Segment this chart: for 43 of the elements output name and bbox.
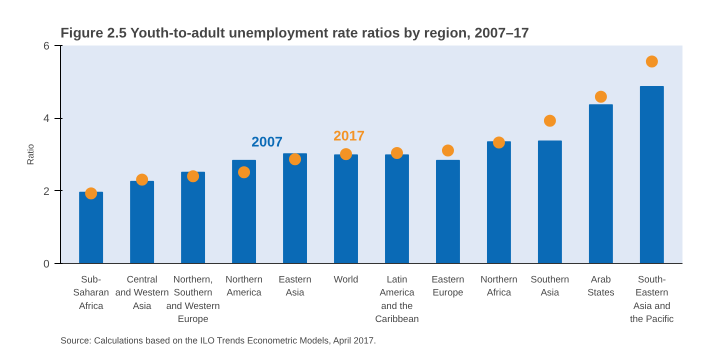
point xyxy=(289,153,302,166)
x-tick-label: Southern Asia xyxy=(530,274,570,299)
x-tick-label: Northern Africa xyxy=(480,274,518,299)
bar xyxy=(640,86,664,264)
bar xyxy=(385,154,409,264)
point xyxy=(238,166,250,178)
point xyxy=(442,144,454,156)
x-tick-label: Sub- Saharan Africa xyxy=(73,274,110,312)
bar xyxy=(588,104,613,264)
bar xyxy=(181,172,206,264)
point xyxy=(544,114,556,127)
series-label: 2017 xyxy=(334,127,365,144)
x-tick-label: Eastern Asia xyxy=(278,274,312,299)
point xyxy=(594,90,607,103)
bar xyxy=(538,140,562,264)
bar xyxy=(436,160,460,264)
y-axis-title: Ratio xyxy=(25,144,36,166)
point xyxy=(85,187,98,200)
x-tick-label: Northern America xyxy=(226,274,263,299)
bar xyxy=(486,141,511,264)
point xyxy=(136,174,148,186)
x-tick-label: Eastern Europe xyxy=(432,274,464,299)
chart-title: Figure 2.5 Youth-to-adult unemployment rate ratios by region, 2007–17 xyxy=(60,24,530,40)
point xyxy=(492,136,505,148)
y-tick-label: 4 xyxy=(43,113,50,126)
bar xyxy=(283,153,307,264)
point xyxy=(390,147,403,160)
point xyxy=(187,170,200,182)
bar xyxy=(334,154,358,264)
x-tick-label: Latin America and the Caribbean xyxy=(375,274,419,326)
y-tick-label: 0 xyxy=(43,258,50,270)
y-tick-label: 2 xyxy=(43,186,50,198)
point xyxy=(646,56,658,68)
bar xyxy=(130,180,154,264)
x-tick-label: World xyxy=(334,274,358,286)
series-label: 2007 xyxy=(252,133,283,150)
source-note: Source: Calculations based on the ILO Trends Econometric Models, April 2017. xyxy=(60,336,376,346)
bar xyxy=(232,160,256,264)
x-tick-label: South- Eastern Asia and the Pacific xyxy=(630,274,674,326)
y-tick-label: 6 xyxy=(43,40,50,52)
point xyxy=(340,148,352,160)
x-tick-label: Arab States xyxy=(587,274,615,299)
bar xyxy=(79,192,104,264)
